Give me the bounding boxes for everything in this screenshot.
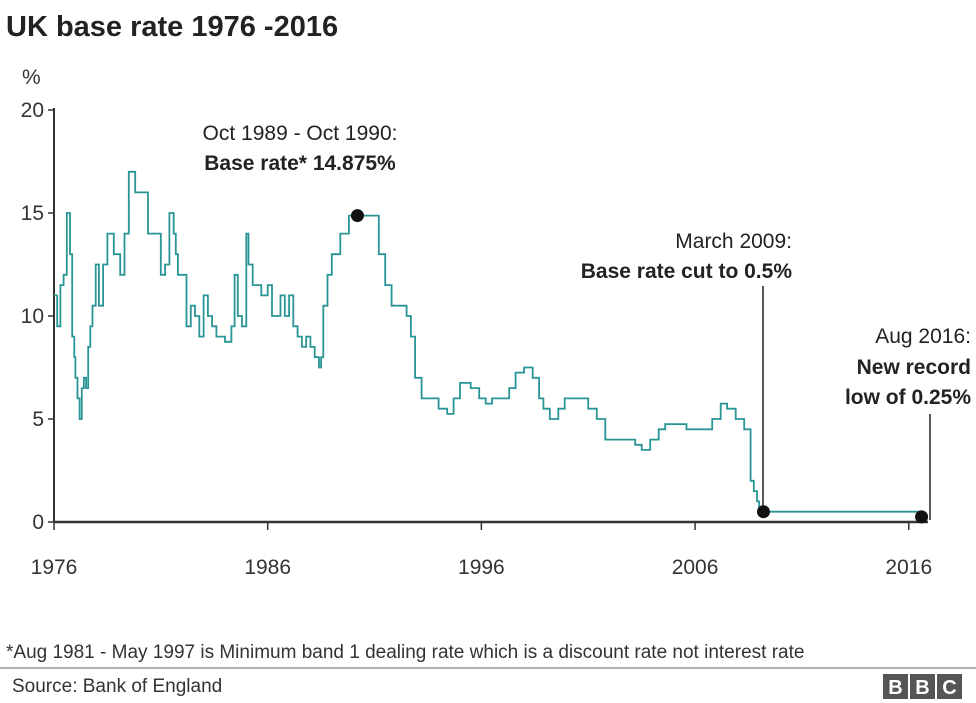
annotation-marker-3	[915, 510, 929, 524]
bbc-logo-letter-1: B	[888, 677, 902, 699]
x-tick-label: 1976	[31, 556, 78, 579]
bbc-logo-letter-2: B	[915, 677, 929, 699]
x-axis: 1976 1986 1996 2006 2016	[31, 520, 932, 579]
bbc-logo-box-2	[910, 674, 935, 699]
chart-markers	[350, 209, 929, 524]
annotation-marker-1	[350, 209, 364, 223]
y-tick-label: 0	[32, 511, 44, 534]
x-ticks: 1976 1986 1996 2006 2016	[31, 522, 932, 579]
annotation-marker-2	[756, 505, 770, 519]
annotation-2016-line3: low of 0.25%	[845, 386, 971, 409]
x-tick-label: 2016	[885, 556, 932, 579]
y-tick-label: 20	[21, 99, 44, 122]
y-axis-unit: %	[22, 66, 41, 89]
annotation-2009-line1: March 2009:	[675, 230, 792, 253]
annotation-1989-line1: Oct 1989 - Oct 1990:	[203, 122, 398, 145]
bbc-logo-letter-3: C	[942, 677, 956, 699]
annotation-1989: Oct 1989 - Oct 1990: Base rate* 14.875%	[203, 122, 398, 175]
footnote: *Aug 1981 - May 1997 is Minimum band 1 d…	[6, 642, 804, 663]
y-tick-label: 15	[21, 202, 44, 225]
source-text: Source: Bank of England	[12, 676, 222, 697]
y-axis: 0 5 10 15 20	[21, 99, 55, 534]
y-ticks: 0 5 10 15 20	[21, 99, 54, 534]
annotation-2016-line2: New record	[857, 356, 971, 379]
x-tick-label: 1986	[244, 556, 291, 579]
annotation-1989-line2: Base rate* 14.875%	[204, 152, 396, 175]
x-tick-label: 2006	[672, 556, 719, 579]
chart-title: UK base rate 1976 -2016	[6, 11, 338, 43]
x-tick-label: 1996	[458, 556, 505, 579]
annotation-2009: March 2009: Base rate cut to 0.5%	[581, 230, 793, 511]
annotation-2016-line1: Aug 2016:	[875, 325, 971, 348]
base-rate-line	[54, 170, 928, 518]
y-tick-label: 5	[32, 408, 44, 431]
bbc-logo-box-1	[883, 674, 908, 699]
annotation-2016: Aug 2016: New record low of 0.25%	[845, 325, 971, 520]
bbc-logo-box-3	[937, 674, 962, 699]
y-tick-label: 10	[21, 305, 44, 328]
annotation-2009-line2: Base rate cut to 0.5%	[581, 260, 793, 283]
bbc-logo: B B C	[883, 674, 962, 699]
